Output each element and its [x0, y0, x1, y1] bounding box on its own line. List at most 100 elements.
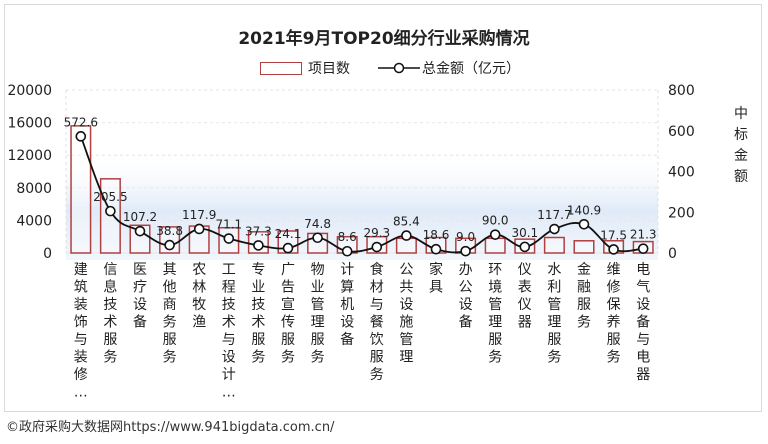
y-left-tick-label: 20000: [7, 83, 52, 99]
data-label: 74.8: [304, 217, 331, 231]
category-label-char: 与: [74, 332, 88, 348]
category-label-char: 筑: [74, 280, 88, 296]
category-label-char: 水: [547, 262, 561, 278]
line-point: [341, 245, 353, 257]
data-label: 29.3: [363, 226, 390, 240]
category-label-char: …: [222, 385, 236, 401]
line-point: [164, 239, 175, 251]
category-label-char: 服: [281, 332, 295, 348]
category-label-char: 息: [103, 279, 117, 296]
category-label-char: 务: [488, 350, 502, 366]
category-label-char: 程: [222, 280, 236, 296]
category-label-char: 渔: [192, 315, 206, 331]
data-label: 140.9: [567, 203, 601, 217]
category-label-char: 服: [607, 332, 621, 348]
category-label-char: 务: [103, 350, 117, 366]
data-label: 8.6: [338, 230, 357, 244]
category-label-char: 施: [399, 315, 413, 331]
category-label-char: 表: [518, 280, 532, 296]
category-label-char: 装: [74, 350, 88, 366]
category-label-char: 管: [399, 332, 413, 348]
y-left-tick-label: 4000: [16, 213, 52, 229]
category-label-char: 广: [281, 262, 295, 278]
y-right-tick-label: 200: [668, 205, 695, 221]
category-label-char: 修: [74, 367, 88, 383]
category-label-char: 饮: [370, 332, 384, 348]
category-label-char: 牧: [192, 297, 206, 313]
right-axis-ticks: 0 200 400 600 800: [668, 83, 695, 262]
chart-title: 2021年9月TOP20细分行业采购情况: [238, 29, 530, 49]
category-label-char: 器: [518, 315, 532, 331]
y-left-tick-label: 8000: [16, 181, 52, 197]
y-left-tick-label: 0: [43, 246, 52, 262]
y-right-title-char: 标: [734, 127, 748, 143]
line-point: [371, 241, 383, 253]
category-label-char: 气: [636, 280, 650, 296]
category-label-char: 电: [636, 262, 650, 278]
category-label-char: 设: [133, 297, 147, 313]
category-label-char: 商: [163, 297, 177, 313]
data-label: 24.1: [275, 227, 302, 241]
category-label-char: …: [74, 385, 88, 401]
category-label-char: 设: [399, 297, 413, 313]
line-point: [430, 243, 442, 255]
category-label-char: 服: [370, 350, 384, 366]
category-label-char: 家: [429, 261, 443, 278]
category-label-char: 医: [133, 262, 147, 278]
category-label-char: 算: [340, 280, 354, 296]
category-label-char: 计: [222, 367, 236, 383]
category-label-char: 办: [459, 262, 473, 278]
category-label-char: 饰: [74, 315, 88, 331]
data-label: 205.5: [93, 190, 127, 204]
category-label-char: 备: [340, 331, 354, 348]
category-label-char: 工: [222, 262, 236, 278]
category-label-char: 术: [251, 315, 265, 331]
line-point: [134, 225, 146, 237]
category-label-char: 公: [399, 262, 413, 278]
y-right-title-char: 金: [734, 148, 748, 164]
category-label-char: 务: [577, 315, 591, 331]
category-label-char: 服: [577, 297, 591, 313]
category-label-char: 材: [370, 280, 384, 296]
category-label-char: 修: [607, 280, 621, 296]
category-label-char: 务: [607, 350, 621, 366]
category-label-char: 与: [636, 332, 650, 348]
bar: [70, 125, 92, 254]
category-label-char: 与: [222, 332, 236, 348]
legend-line-swatch: [378, 62, 420, 74]
category-label-char: 环: [488, 262, 502, 278]
legend-bar-label: 项目数: [308, 61, 350, 77]
category-label-char: 服: [488, 332, 502, 348]
data-label: 71.1: [215, 218, 242, 232]
line-point: [460, 245, 471, 257]
category-label-char: 利: [547, 280, 561, 296]
category-label-char: 理: [547, 315, 561, 331]
category-label-char: 业: [311, 280, 325, 296]
category-label-char: 备: [459, 314, 473, 331]
source-text: ©政府采购大数据网https://www.941bigdata.com.cn/: [6, 420, 335, 435]
category-label-char: 设: [222, 350, 236, 366]
line-point: [223, 233, 235, 244]
category-label-char: 务: [163, 315, 177, 331]
category-label-char: 维: [607, 262, 621, 278]
category-label-char: 技: [103, 297, 117, 313]
category-label-char: 管: [547, 297, 561, 313]
y-right-tick-label: 400: [668, 165, 695, 181]
category-label-char: 仪: [518, 262, 532, 278]
category-label-char: 他: [163, 280, 177, 296]
data-label: 9.0: [456, 230, 475, 244]
category-label-char: 具: [429, 280, 443, 296]
category-label-char: 务: [251, 350, 265, 366]
category-label-char: 计: [340, 262, 354, 278]
legend-bar-swatch: [260, 62, 302, 75]
category-label-char: 术: [222, 315, 236, 331]
line-point: [75, 131, 87, 142]
legend-line-label: 总金额（亿元）: [422, 61, 520, 77]
data-label: 38.8: [156, 224, 183, 238]
category-label-char: 理: [399, 350, 413, 366]
category-label-char: 信: [103, 262, 117, 278]
category-label-char: 管: [311, 297, 325, 313]
data-labels: 572.6 205.5 107.238.8 117.971.1 37.3 24.174.8…: [64, 115, 657, 244]
category-label-char: 务: [311, 350, 325, 366]
